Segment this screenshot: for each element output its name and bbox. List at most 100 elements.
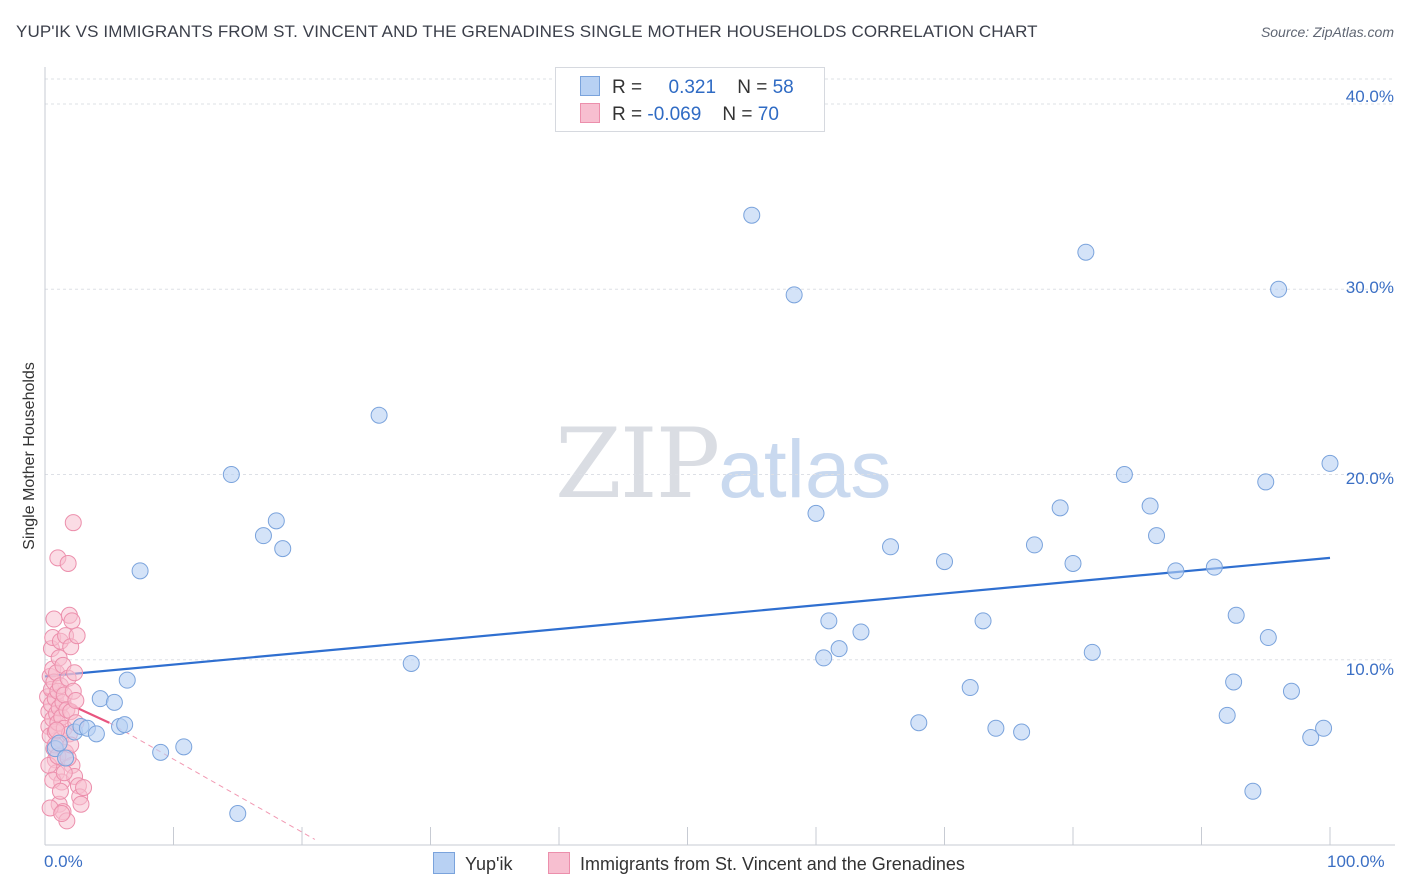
y-tick-label-30: 30.0% xyxy=(1345,278,1394,297)
point-yupik-56 xyxy=(1315,719,1333,737)
legend-n-label: N = xyxy=(722,104,753,125)
point-yupik-13 xyxy=(152,743,170,761)
point-yupik-6 xyxy=(87,725,105,743)
legend-n-label: N = xyxy=(737,77,768,98)
point-yupik-14 xyxy=(175,738,193,756)
legend-r-value: 0.321 xyxy=(668,77,717,98)
y-tick-label-10: 10.0% xyxy=(1345,660,1394,679)
series-name-immigrants: Immigrants from St. Vincent and the Gren… xyxy=(580,854,965,874)
legend-row-immigrants: R = -0.069 N = 70 xyxy=(580,103,779,126)
point-yupik-15 xyxy=(222,466,240,484)
point-yupik-55 xyxy=(1321,454,1339,472)
point-immigrants-63 xyxy=(51,782,69,800)
data-points xyxy=(39,206,1339,830)
series-name-yupik: Yup'ik xyxy=(465,854,513,874)
point-yupik-28 xyxy=(852,623,870,641)
point-immigrants-64 xyxy=(55,764,73,782)
legend-n-value: 70 xyxy=(757,104,779,125)
point-immigrants-46 xyxy=(63,612,81,630)
y-tick-label-40: 40.0% xyxy=(1345,87,1394,106)
point-yupik-42 xyxy=(1141,497,1159,515)
point-immigrants-57 xyxy=(75,779,93,797)
point-immigrants-53 xyxy=(68,627,86,645)
y-tick-label-20: 20.0% xyxy=(1345,469,1394,488)
point-yupik-49 xyxy=(1244,782,1262,800)
trend-line-immigrants-extended xyxy=(109,722,316,840)
point-yupik-36 xyxy=(1025,536,1043,554)
y-axis-label: Single Mother Households xyxy=(21,362,38,550)
point-yupik-31 xyxy=(936,553,953,571)
point-yupik-47 xyxy=(1225,673,1243,691)
point-yupik-46 xyxy=(1218,706,1236,724)
watermark-zip: ZIP xyxy=(555,408,720,520)
x-tick-label-max: 100.0% xyxy=(1327,852,1385,871)
point-immigrants-67 xyxy=(67,692,85,710)
watermark: ZIPatlas xyxy=(555,408,891,520)
point-yupik-33 xyxy=(974,612,992,630)
point-yupik-20 xyxy=(370,406,388,424)
point-yupik-24 xyxy=(807,504,825,522)
point-yupik-40 xyxy=(1083,643,1101,661)
source-label: Source: ZipAtlas.com xyxy=(1260,24,1394,40)
point-immigrants-68 xyxy=(53,805,71,823)
point-yupik-29 xyxy=(882,538,900,556)
legend-r-value: -0.069 xyxy=(647,104,702,125)
series-swatch-blue xyxy=(433,852,455,874)
point-yupik-39 xyxy=(1077,243,1095,261)
point-yupik-17 xyxy=(254,527,272,545)
point-yupik-25 xyxy=(815,649,833,667)
point-yupik-48 xyxy=(1227,606,1245,624)
trend-lines xyxy=(44,556,1331,840)
point-immigrants-50 xyxy=(66,664,84,682)
point-yupik-22 xyxy=(743,206,761,224)
point-yupik-1 xyxy=(50,734,68,752)
point-yupik-54 xyxy=(1302,729,1320,747)
trend-line-yupik xyxy=(44,556,1331,678)
point-yupik-18 xyxy=(267,512,285,530)
point-yupik-50 xyxy=(1257,473,1275,491)
legend-r-label: R = xyxy=(612,104,643,125)
legend-swatch-pink xyxy=(580,103,600,123)
point-yupik-41 xyxy=(1115,466,1133,484)
point-yupik-52 xyxy=(1270,280,1288,298)
series-swatch-pink xyxy=(548,852,570,874)
series-legend-immigrants: Immigrants from St. Vincent and the Gren… xyxy=(548,852,965,875)
legend-swatch-blue xyxy=(580,76,600,96)
point-immigrants-11 xyxy=(45,610,63,628)
point-yupik-30 xyxy=(910,714,928,732)
point-yupik-21 xyxy=(402,654,420,672)
point-immigrants-56 xyxy=(72,795,90,813)
correlation-legend: R = 0.321 N = 58 R = -0.069 N = 70 xyxy=(555,67,825,132)
point-yupik-10 xyxy=(116,716,134,734)
series-legend-yupik: Yup'ik xyxy=(433,852,512,875)
point-yupik-2 xyxy=(57,749,75,767)
point-yupik-16 xyxy=(229,805,247,823)
watermark-atlas: atlas xyxy=(718,424,892,515)
point-yupik-38 xyxy=(1064,554,1082,572)
axes xyxy=(44,67,1395,846)
point-yupik-35 xyxy=(1013,723,1031,741)
point-yupik-12 xyxy=(131,562,149,580)
point-yupik-44 xyxy=(1167,562,1185,580)
point-yupik-34 xyxy=(987,719,1005,737)
legend-row-yupik: R = 0.321 N = 58 xyxy=(580,76,794,99)
x-tick-label-min: 0.0% xyxy=(44,852,83,871)
point-yupik-37 xyxy=(1051,499,1069,517)
point-yupik-23 xyxy=(785,286,803,304)
legend-r-label: R = xyxy=(612,77,643,98)
point-yupik-53 xyxy=(1282,682,1300,700)
point-yupik-43 xyxy=(1148,527,1166,545)
point-yupik-51 xyxy=(1259,629,1277,647)
point-immigrants-48 xyxy=(64,514,82,532)
point-yupik-11 xyxy=(118,671,136,689)
point-yupik-32 xyxy=(961,679,979,697)
point-immigrants-40 xyxy=(59,554,77,572)
point-yupik-19 xyxy=(274,540,292,558)
point-yupik-7 xyxy=(91,690,109,708)
grid-lines xyxy=(45,78,1395,661)
point-yupik-26 xyxy=(820,612,838,630)
point-yupik-45 xyxy=(1205,558,1223,576)
chart-title: YUP'IK VS IMMIGRANTS FROM ST. VINCENT AN… xyxy=(16,22,1038,41)
point-yupik-27 xyxy=(830,640,848,658)
